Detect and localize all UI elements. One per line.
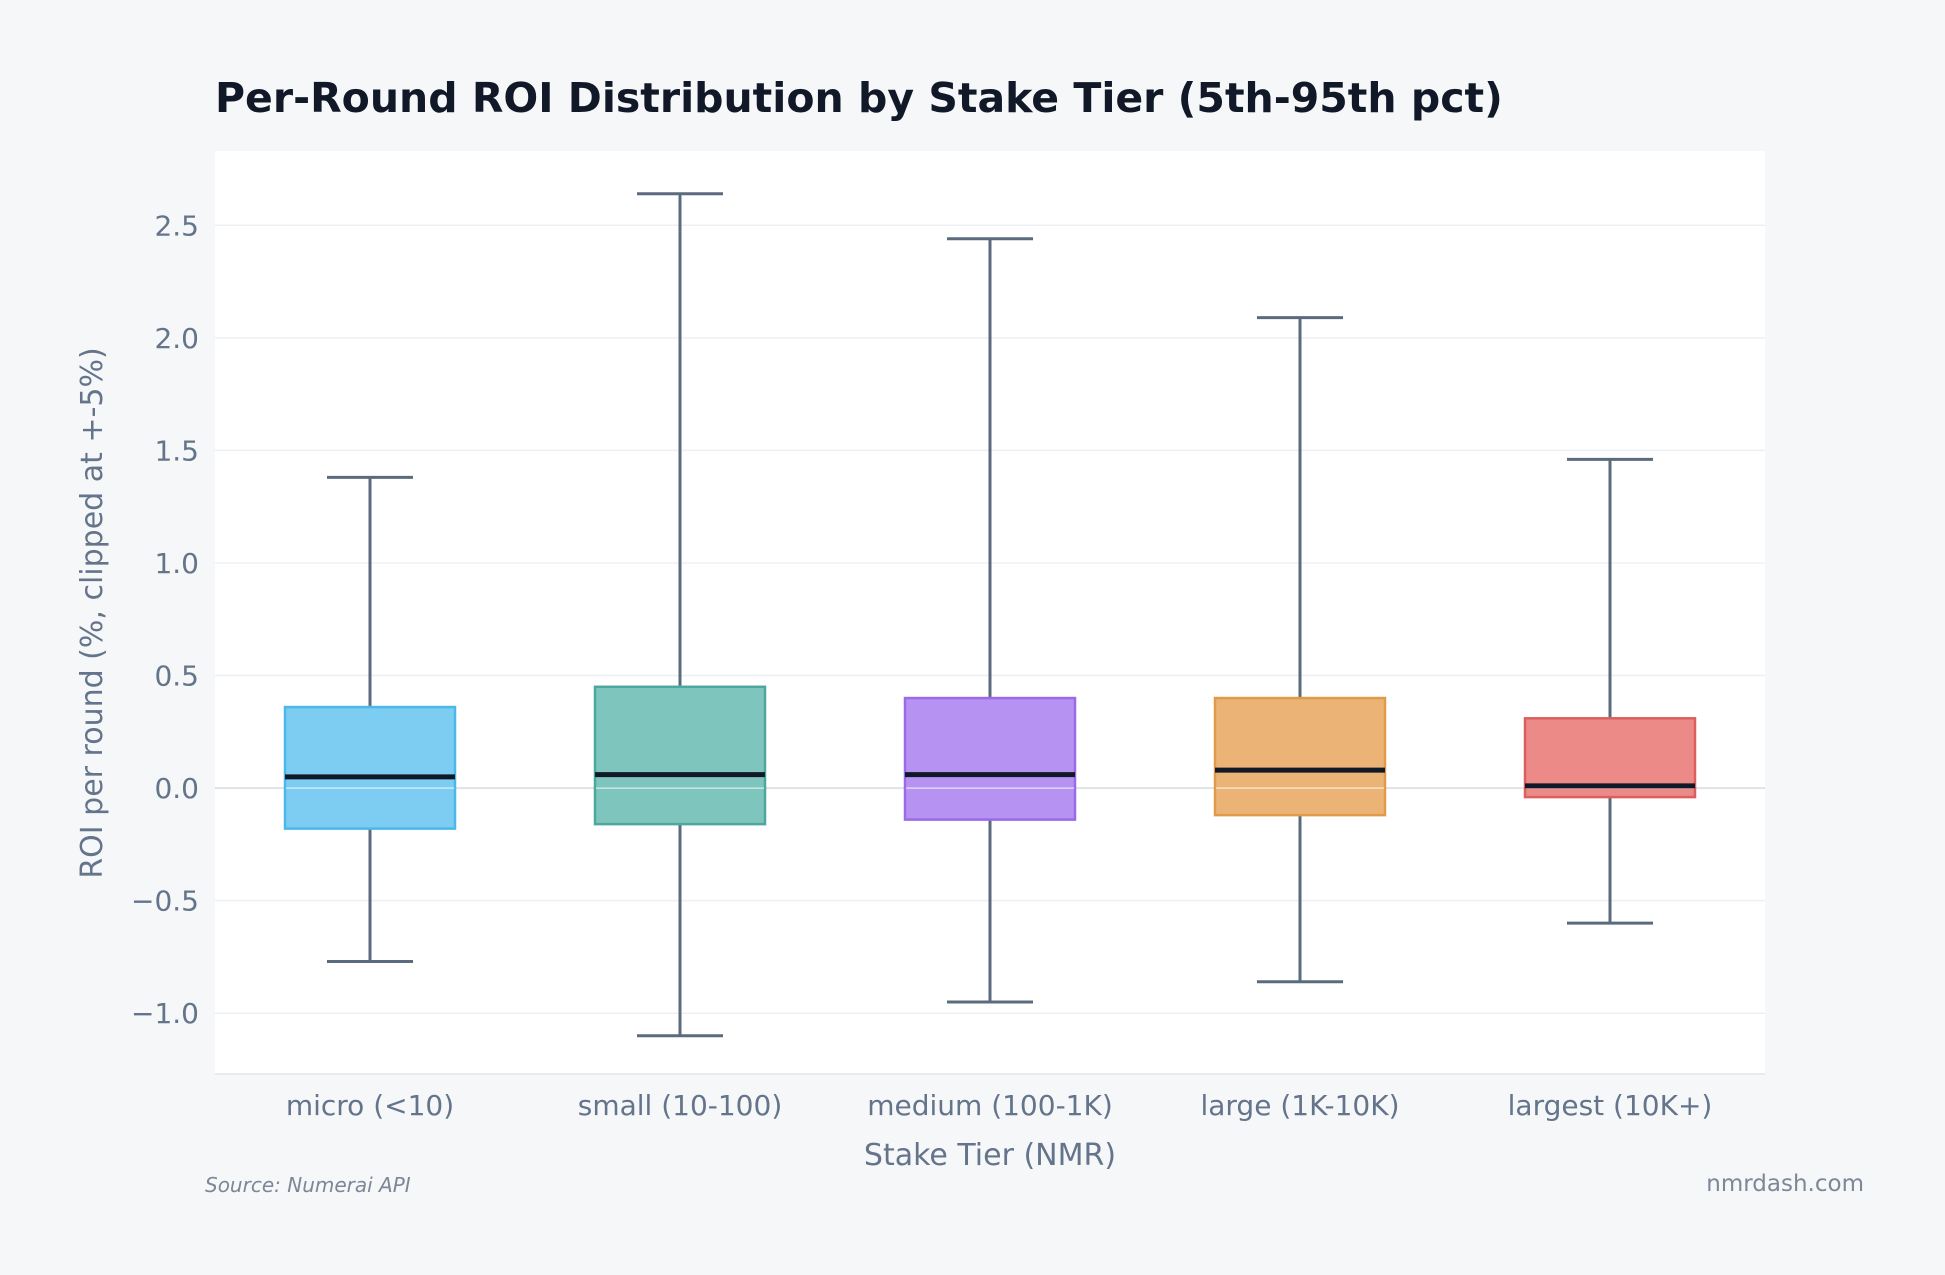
y-tick-label: 2.5 xyxy=(154,209,199,242)
iqr-box xyxy=(283,705,457,830)
box-2 xyxy=(903,237,1077,1004)
box-1 xyxy=(593,192,767,1038)
source-note: Source: Numerai API xyxy=(205,1173,411,1197)
iqr-box xyxy=(593,685,767,826)
box-0 xyxy=(283,475,457,963)
iqr-box xyxy=(903,696,1077,821)
y-tick-label: 0.0 xyxy=(154,772,199,805)
x-tick-label: medium (100-1K) xyxy=(867,1089,1113,1122)
y-tick-label: 1.0 xyxy=(154,547,199,580)
y-axis-label: ROI per round (%, clipped at +-5%) xyxy=(75,347,110,878)
x-axis-label: Stake Tier (NMR) xyxy=(864,1138,1116,1173)
x-tick-label: largest (10K+) xyxy=(1508,1089,1713,1122)
y-axis-ticks: −1.0 −0.5 0.0 0.5 1.0 1.5 2.0 2.5 xyxy=(131,209,199,1030)
x-tick-label: large (1K-10K) xyxy=(1200,1089,1399,1122)
chart-title: Per-Round ROI Distribution by Stake Tier… xyxy=(215,74,1503,122)
y-tick-label: 1.5 xyxy=(154,434,199,467)
box-plots xyxy=(283,192,1697,1038)
y-tick-label: 2.0 xyxy=(154,322,199,355)
x-axis-ticks: micro (<10) small (10-100) medium (100-1K)… xyxy=(286,1089,1713,1122)
y-tick-label: −1.0 xyxy=(131,997,199,1030)
box-4 xyxy=(1523,457,1697,925)
y-tick-label: 0.5 xyxy=(154,660,199,693)
site-credit: nmrdash.com xyxy=(1706,1171,1864,1197)
iqr-box xyxy=(1213,696,1387,817)
y-tick-label: −0.5 xyxy=(131,885,199,918)
x-tick-label: micro (<10) xyxy=(286,1089,454,1122)
x-tick-label: small (10-100) xyxy=(578,1089,783,1122)
box-3 xyxy=(1213,316,1387,984)
